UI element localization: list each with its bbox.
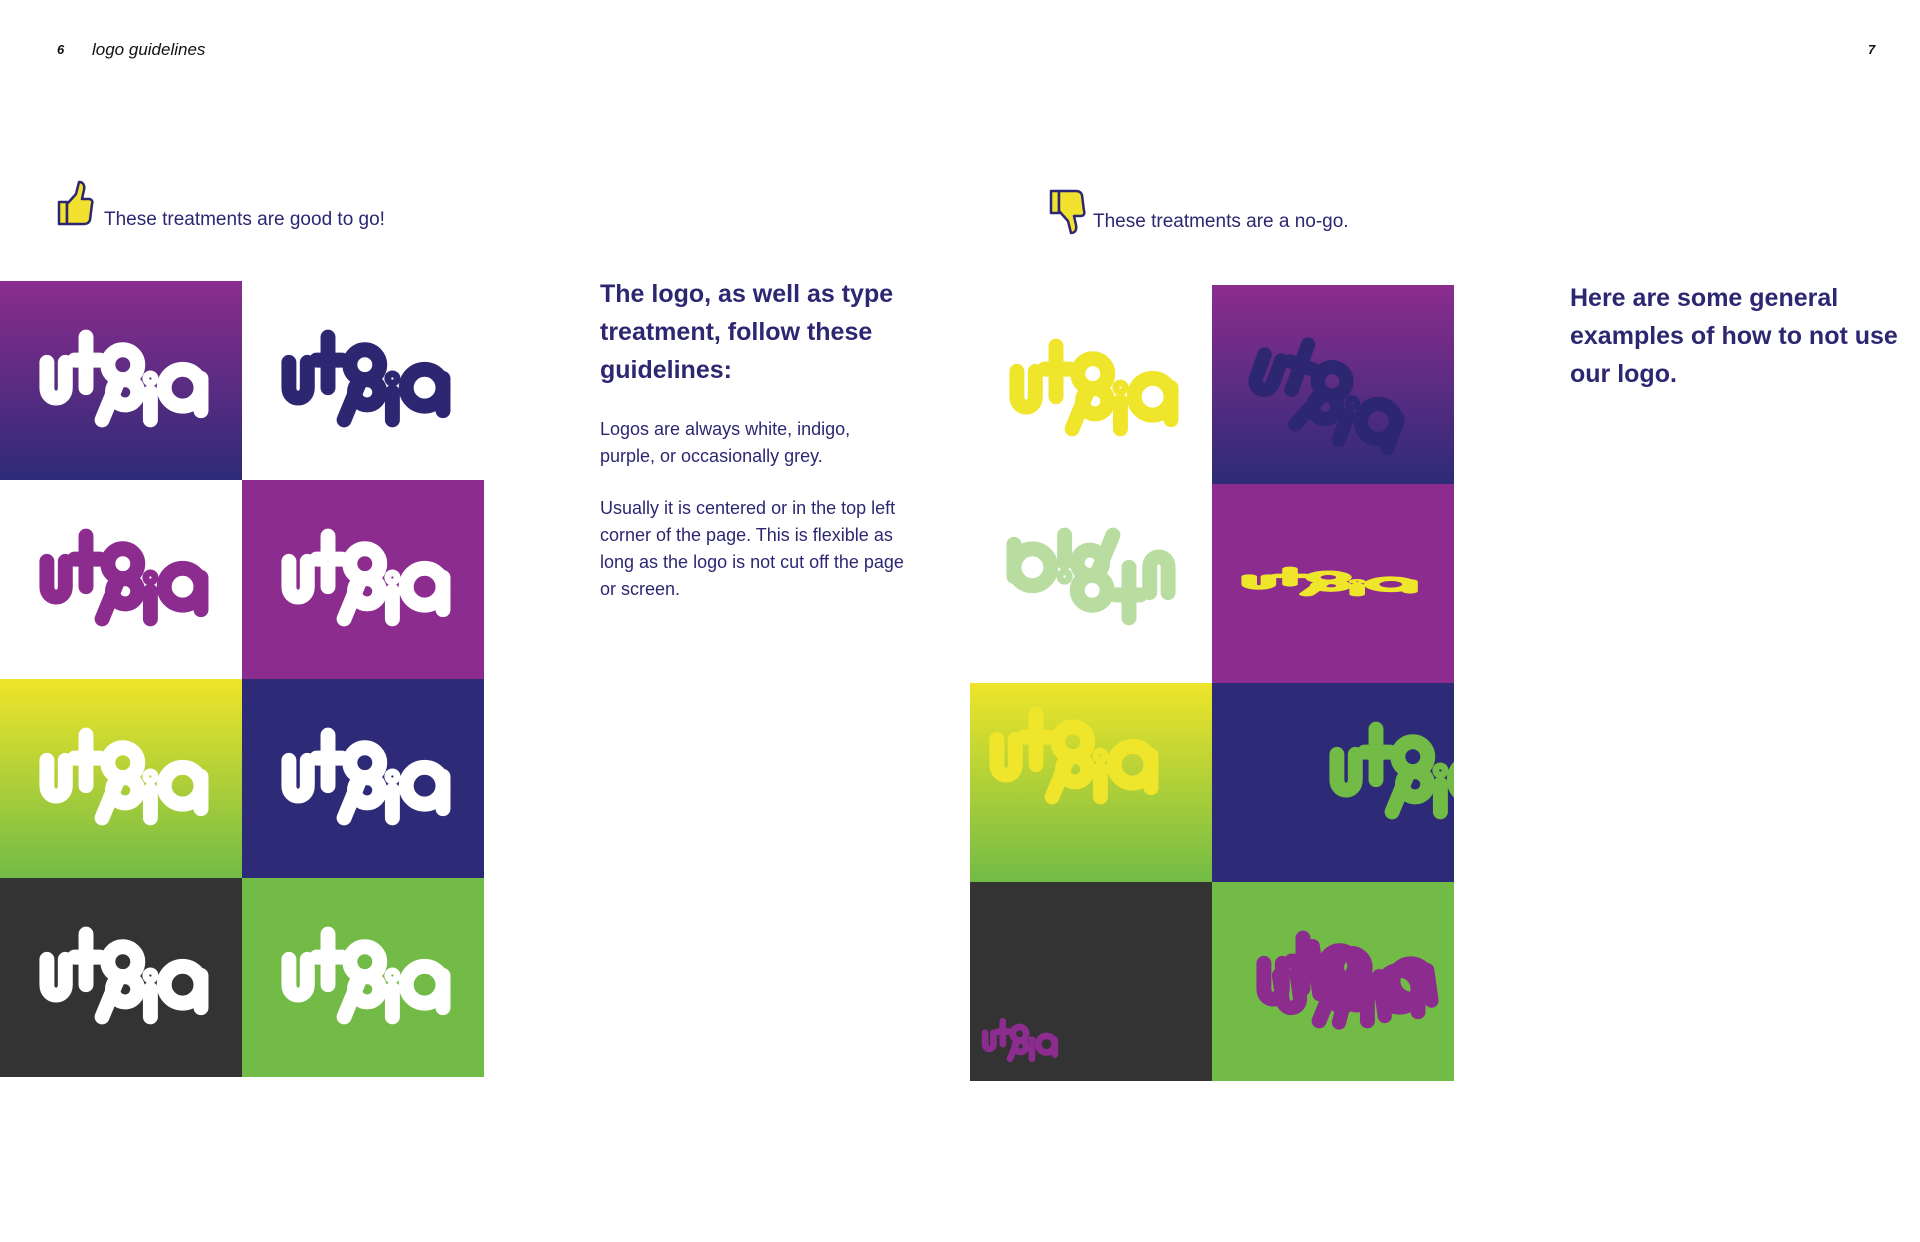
good-tile-gradient-purple	[0, 281, 242, 480]
thumbs-down-icon	[1049, 189, 1086, 235]
good-tile-gradient-yellow-green	[0, 679, 242, 878]
good-tile-green	[242, 878, 484, 1077]
good-logo-grid	[0, 281, 484, 1077]
good-tile-white-indigo	[242, 281, 484, 480]
logo-white	[242, 878, 484, 1077]
logo-white	[242, 480, 484, 679]
page-number-right: 7	[1868, 42, 1876, 57]
logo-white	[0, 679, 242, 878]
logo-purple-overlapped	[1212, 882, 1454, 1081]
logo-yellow-squished	[1212, 484, 1454, 683]
logo-purple-small	[970, 882, 1212, 1081]
logo-indigo	[242, 281, 484, 480]
no-go-treatments-caption: These treatments are a no-go.	[1093, 211, 1349, 232]
bad-tile-squished	[1212, 484, 1454, 683]
bad-tile-cut-off	[1212, 683, 1454, 882]
page-number-left: 6	[57, 42, 65, 57]
bad-tile-distorted	[1212, 882, 1454, 1081]
good-tile-purple	[242, 480, 484, 679]
section-title: logo guidelines	[92, 40, 206, 59]
guidelines-paragraph-placement: Usually it is centered or in the top lef…	[600, 498, 904, 599]
good-tile-indigo	[242, 679, 484, 878]
logo-white	[242, 679, 484, 878]
logo-yellow	[970, 285, 1212, 484]
good-tile-charcoal	[0, 878, 242, 1077]
logo-yellow-faded	[970, 683, 1212, 882]
thumbs-up-icon	[57, 180, 94, 226]
guidelines-paragraph-colors: Logos are always white, indigo, purple, …	[600, 419, 851, 466]
guidelines-heading: The logo, as well as type treatment, fol…	[600, 280, 894, 384]
good-treatments-caption: These treatments are good to go!	[104, 209, 385, 230]
logo-white	[0, 878, 242, 1077]
no-go-heading: Here are some general examples of how to…	[1570, 284, 1898, 388]
logo-white	[0, 281, 242, 480]
bad-tile-low-contrast-gradient	[1212, 285, 1454, 484]
no-go-logo-grid	[970, 285, 1454, 1084]
good-tile-white-purple	[0, 480, 242, 679]
logo-purple	[0, 480, 242, 679]
logo-green-cropped	[1212, 683, 1454, 882]
bad-tile-low-contrast-yellow	[970, 683, 1212, 882]
logo-indigo-rotated	[1212, 285, 1454, 484]
bad-tile-rotated	[970, 484, 1212, 683]
bad-tile-too-small	[970, 882, 1212, 1081]
bad-tile-yellow-on-white	[970, 285, 1212, 484]
logo-light-green-upside-down	[970, 484, 1212, 683]
